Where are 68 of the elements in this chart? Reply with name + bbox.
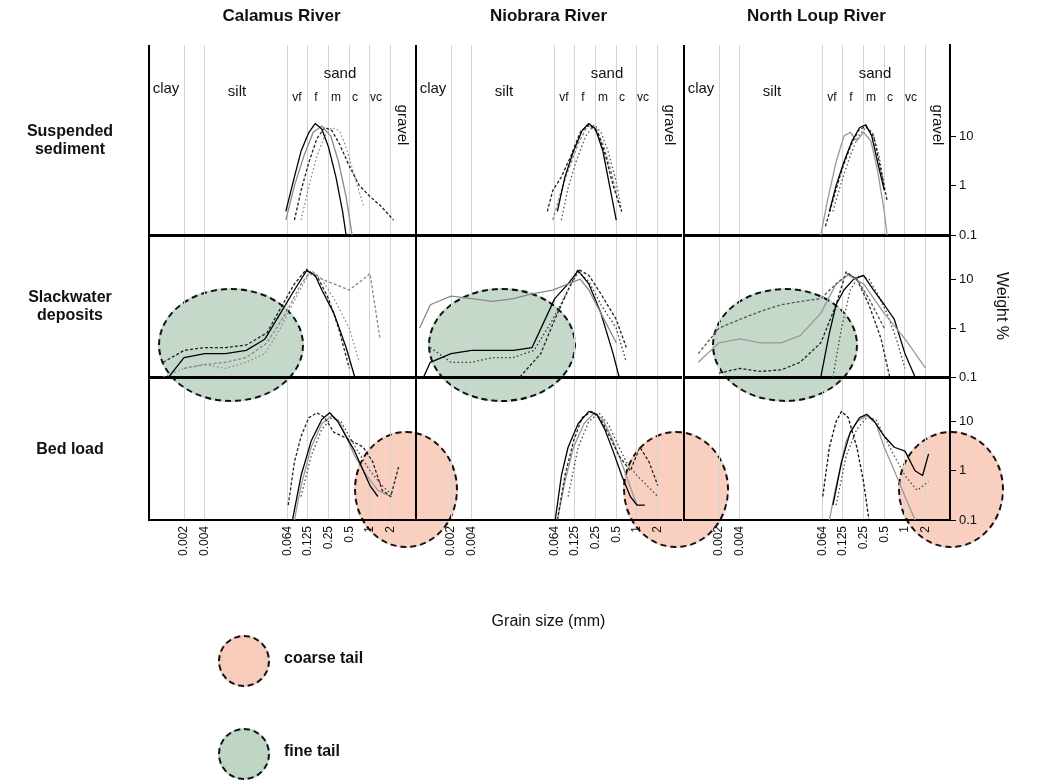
x-tick-label: 0.125 xyxy=(300,525,315,557)
y-axis-title: Weight % xyxy=(993,271,1011,341)
y-tick-label: 1 xyxy=(959,319,967,335)
annotation: c xyxy=(352,90,358,104)
x-tick-label: 0.004 xyxy=(197,525,212,557)
annotation: sand xyxy=(858,63,892,81)
annotation: m xyxy=(331,90,341,104)
x-tick-label: 0.25 xyxy=(587,525,602,550)
y-tick-label: 0.1 xyxy=(959,368,978,384)
x-tick-label: 2 xyxy=(650,525,665,533)
x-tick-label: 0.004 xyxy=(732,525,747,557)
x-tick-label: 0.002 xyxy=(176,525,191,557)
x-tick-label: 0.25 xyxy=(855,525,870,550)
annotation: gravel xyxy=(929,104,947,146)
y-tick-label: 10 xyxy=(959,413,974,429)
annotation: c xyxy=(619,90,625,104)
annotation: clay xyxy=(152,78,180,96)
x-tick-label: 1 xyxy=(897,525,912,533)
annotation: f xyxy=(314,90,318,104)
annotation: sand xyxy=(590,63,624,81)
x-tick-label: 0.5 xyxy=(341,525,356,543)
annotation: silt xyxy=(494,81,514,99)
y-tick-label: 0.1 xyxy=(959,226,978,242)
chart-title: Calamus River xyxy=(221,6,342,26)
x-tick-label: 0.064 xyxy=(547,525,562,557)
x-tick-label: 0.064 xyxy=(280,525,295,557)
annotation: m xyxy=(598,90,608,104)
annotation: silt xyxy=(762,81,782,99)
x-tick-label: 0.5 xyxy=(876,525,891,543)
x-tick-label: 0.004 xyxy=(464,525,479,557)
annotation: f xyxy=(849,90,853,104)
y-tick-label: 10 xyxy=(959,270,974,286)
annotation: clay xyxy=(687,78,715,96)
y-axis-title: Suspended sediment xyxy=(25,121,115,159)
x-tick-label: 0.125 xyxy=(835,525,850,557)
annotation: m xyxy=(866,90,876,104)
x-tick-label: 0.064 xyxy=(815,525,830,557)
annotation: clay xyxy=(419,78,447,96)
x-tick-label: 0.5 xyxy=(608,525,623,543)
annotation: c xyxy=(887,90,893,104)
chart-title: North Loup River xyxy=(746,6,887,26)
y-tick-label: 1 xyxy=(959,462,967,478)
y-axis-title: Slackwater deposits xyxy=(27,287,113,325)
x-axis-title: Grain size (mm) xyxy=(490,612,607,630)
y-axis-title: Bed load xyxy=(35,438,105,459)
annotation: vc xyxy=(905,90,917,104)
annotation: gravel xyxy=(394,104,412,146)
x-tick-label: 0.002 xyxy=(711,525,726,557)
annotation: vc xyxy=(637,90,649,104)
text: coarse tail xyxy=(284,649,364,667)
x-tick-label: 0.125 xyxy=(567,525,582,557)
annotation: vf xyxy=(827,90,837,104)
annotation: gravel xyxy=(661,104,679,146)
annotation: silt xyxy=(227,81,247,99)
annotation: vf xyxy=(559,90,569,104)
x-tick-label: 2 xyxy=(383,525,398,533)
x-tick-label: 0.25 xyxy=(320,525,335,550)
y-tick-label: 1 xyxy=(959,177,967,193)
annotation: vc xyxy=(370,90,382,104)
chart-title: Niobrara River xyxy=(488,6,609,26)
x-tick-label: 0.002 xyxy=(443,525,458,557)
text: fine tail xyxy=(284,742,341,760)
y-tick-label: 0.1 xyxy=(959,511,978,527)
x-tick-label: 2 xyxy=(918,525,933,533)
annotation: vf xyxy=(292,90,302,104)
annotation: sand xyxy=(323,63,357,81)
y-tick-label: 10 xyxy=(959,127,974,143)
annotation: f xyxy=(581,90,585,104)
